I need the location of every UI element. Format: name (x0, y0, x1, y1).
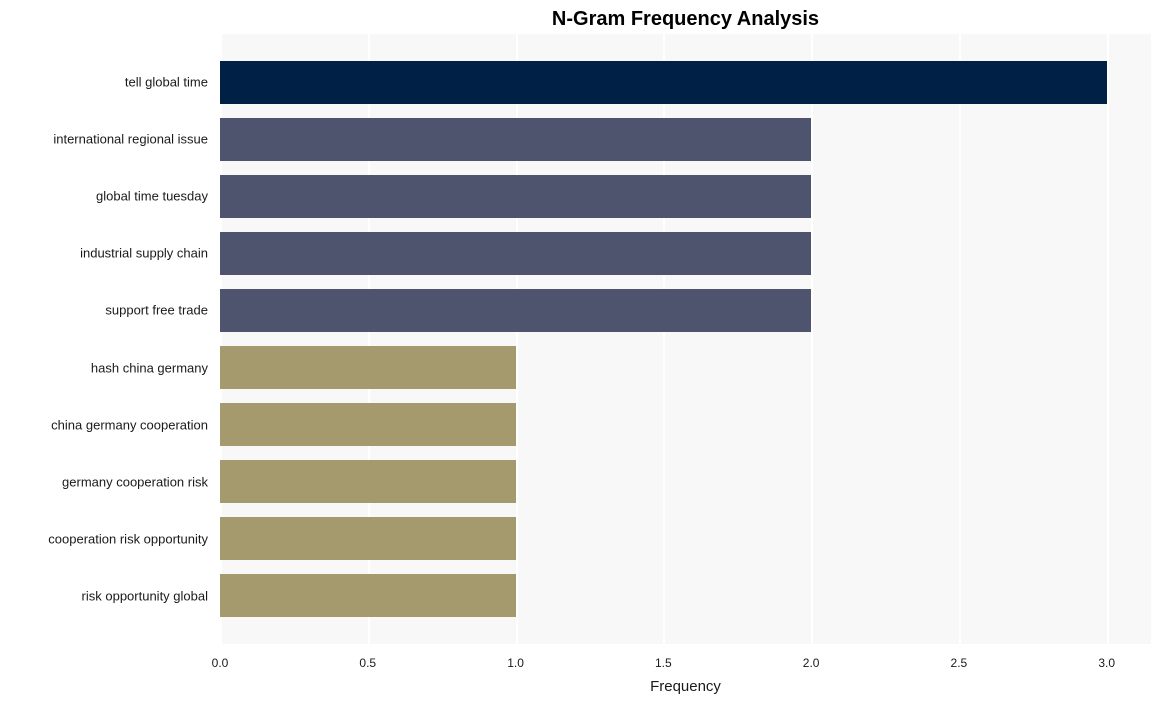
bar (220, 118, 811, 161)
plot-area (220, 34, 1151, 644)
bar (220, 574, 516, 617)
bar (220, 346, 516, 389)
y-tick-label: risk opportunity global (0, 588, 214, 603)
x-tick-label: 1.0 (507, 656, 524, 670)
x-tick-label: 2.0 (803, 656, 820, 670)
bar (220, 460, 516, 503)
bar (220, 175, 811, 218)
y-tick-label: support free trade (0, 303, 214, 318)
grid-line (1107, 34, 1109, 644)
bar (220, 289, 811, 332)
x-tick-label: 3.0 (1098, 656, 1115, 670)
chart-title: N-Gram Frequency Analysis (0, 8, 1159, 31)
x-tick-label: 0.5 (359, 656, 376, 670)
grid-line (811, 34, 813, 644)
x-tick-label: 1.5 (655, 656, 672, 670)
x-tick-label: 0.0 (212, 656, 229, 670)
y-tick-label: global time tuesday (0, 189, 214, 204)
y-tick-label: hash china germany (0, 360, 214, 375)
y-tick-label: industrial supply chain (0, 246, 214, 261)
bar (220, 232, 811, 275)
y-tick-label: china germany cooperation (0, 417, 214, 432)
x-axis-label: Frequency (0, 678, 1159, 695)
y-tick-label: international regional issue (0, 132, 214, 147)
bar (220, 61, 1107, 104)
x-tick-label: 2.5 (951, 656, 968, 670)
grid-line (959, 34, 961, 644)
bar (220, 517, 516, 560)
y-tick-label: cooperation risk opportunity (0, 531, 214, 546)
y-tick-label: tell global time (0, 75, 214, 90)
y-tick-label: germany cooperation risk (0, 474, 214, 489)
ngram-chart: N-Gram Frequency Analysis Frequency tell… (0, 0, 1159, 701)
bar (220, 403, 516, 446)
